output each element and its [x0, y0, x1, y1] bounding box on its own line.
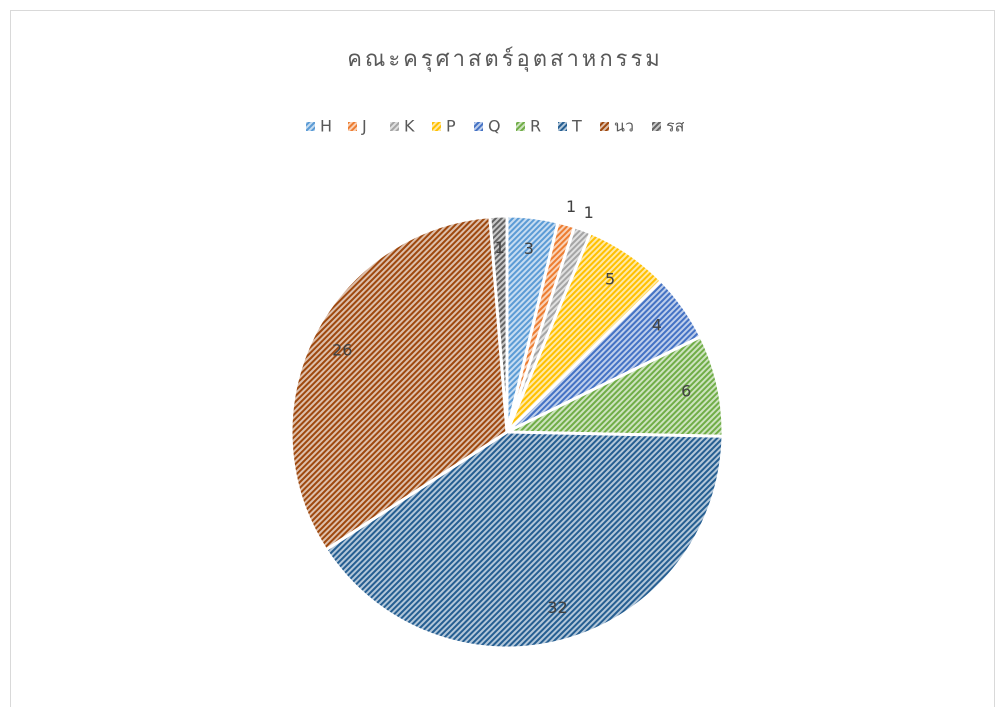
legend-label: H — [320, 117, 332, 136]
data-label: 1 — [566, 197, 576, 216]
pie-slice — [506, 334, 725, 438]
legend-swatch — [390, 122, 399, 131]
legend-label: K — [404, 117, 415, 136]
legend-label: นว — [614, 117, 634, 136]
data-label: 32 — [547, 598, 567, 617]
legend-swatch — [600, 122, 609, 131]
legend-label: รส — [666, 117, 685, 136]
legend-label: R — [530, 117, 541, 136]
chart-title: คณะครุศาสตร์อุตสาหกรรม — [347, 47, 663, 72]
pie-slice — [488, 214, 509, 433]
legend-swatch — [348, 122, 357, 131]
legend-swatch — [516, 122, 525, 131]
legend-label: J — [361, 117, 367, 136]
data-label: 26 — [332, 340, 352, 359]
legend-label: P — [446, 117, 456, 136]
legend-label: Q — [488, 117, 501, 136]
pie-slice — [289, 215, 509, 552]
legend-swatch — [558, 122, 567, 131]
data-label: 1 — [495, 238, 505, 257]
data-label: 1 — [584, 203, 594, 222]
legend-swatch — [432, 122, 441, 131]
legend-label: T — [571, 117, 582, 136]
data-label: 5 — [605, 270, 615, 289]
legend-swatch — [652, 122, 661, 131]
data-label: 4 — [652, 315, 662, 334]
data-label: 6 — [681, 382, 691, 401]
data-label: 3 — [524, 239, 534, 258]
legend-swatch — [306, 122, 315, 131]
legend-swatch — [474, 122, 483, 131]
